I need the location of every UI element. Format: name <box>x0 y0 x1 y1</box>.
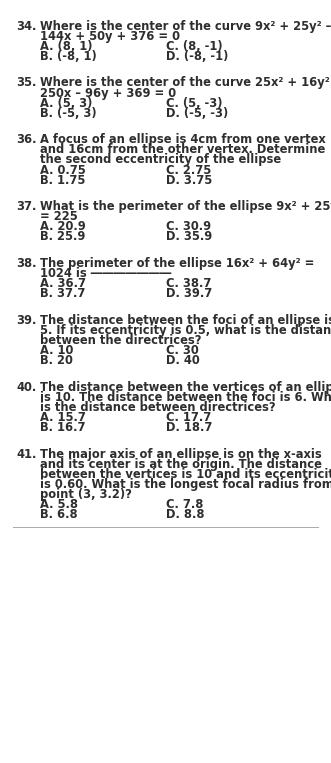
Text: 38.: 38. <box>16 257 37 270</box>
Text: 144x + 50y + 376 = 0: 144x + 50y + 376 = 0 <box>40 30 180 43</box>
Text: 40.: 40. <box>16 381 36 394</box>
Text: is 0.60. What is the longest focal radius from: is 0.60. What is the longest focal radiu… <box>40 478 331 491</box>
Text: The distance between the vertices of an ellipse: The distance between the vertices of an … <box>40 381 331 394</box>
Text: and 16cm from the other vertex. Determine: and 16cm from the other vertex. Determin… <box>40 143 325 156</box>
Text: 250x – 96y + 369 = 0: 250x – 96y + 369 = 0 <box>40 86 176 99</box>
Text: is 10. The distance between the foci is 6. What: is 10. The distance between the foci is … <box>40 391 331 404</box>
Text: and its center is at the origin. The distance: and its center is at the origin. The dis… <box>40 458 322 471</box>
Text: B. 6.8: B. 6.8 <box>40 508 77 521</box>
Text: the second eccentricity of the ellipse: the second eccentricity of the ellipse <box>40 153 281 166</box>
Text: D. 35.9: D. 35.9 <box>166 230 212 243</box>
Text: 34.: 34. <box>16 20 36 33</box>
Text: A. 0.75: A. 0.75 <box>40 163 86 176</box>
Text: Where is the center of the curve 25x² + 16y² –: Where is the center of the curve 25x² + … <box>40 76 331 89</box>
Text: D. 39.7: D. 39.7 <box>166 288 212 301</box>
Text: The distance between the foci of an ellipse is: The distance between the foci of an elli… <box>40 314 331 327</box>
Text: C. 38.7: C. 38.7 <box>166 277 211 290</box>
Text: A. 10: A. 10 <box>40 344 73 357</box>
Text: Where is the center of the curve 9x² + 25y² –: Where is the center of the curve 9x² + 2… <box>40 20 331 33</box>
Text: The perimeter of the ellipse 16x² + 64y² =: The perimeter of the ellipse 16x² + 64y²… <box>40 257 314 270</box>
Text: 37.: 37. <box>16 200 36 213</box>
Text: C. 17.7: C. 17.7 <box>166 411 211 424</box>
Text: D. 3.75: D. 3.75 <box>166 174 212 187</box>
Text: B. (-8, 1): B. (-8, 1) <box>40 50 97 63</box>
Text: The major axis of an ellipse is on the x-axis: The major axis of an ellipse is on the x… <box>40 448 322 461</box>
Text: 36.: 36. <box>16 134 37 146</box>
Text: B. 16.7: B. 16.7 <box>40 421 85 434</box>
Text: 41.: 41. <box>16 448 36 461</box>
Text: B. 37.7: B. 37.7 <box>40 288 85 301</box>
Text: D. (-5, -3): D. (-5, -3) <box>166 107 228 120</box>
Text: is the distance between directrices?: is the distance between directrices? <box>40 401 276 414</box>
Text: A. 36.7: A. 36.7 <box>40 277 86 290</box>
Text: D. 40: D. 40 <box>166 354 199 367</box>
Text: A. 15.7: A. 15.7 <box>40 411 86 424</box>
Text: C. 2.75: C. 2.75 <box>166 163 211 176</box>
Text: C. (5, -3): C. (5, -3) <box>166 97 222 110</box>
Text: D. 18.7: D. 18.7 <box>166 421 212 434</box>
Text: B. 25.9: B. 25.9 <box>40 230 85 243</box>
Text: = 225: = 225 <box>40 211 78 224</box>
Text: 39.: 39. <box>16 314 36 327</box>
Text: A. 20.9: A. 20.9 <box>40 221 86 233</box>
Text: between the vertices is 10 and its eccentricity: between the vertices is 10 and its eccen… <box>40 468 331 481</box>
Text: C. (8, -1): C. (8, -1) <box>166 40 222 53</box>
Text: 5. If its eccentricity is 0.5, what is the distance: 5. If its eccentricity is 0.5, what is t… <box>40 324 331 337</box>
Text: C. 30.9: C. 30.9 <box>166 221 211 233</box>
Text: 1024 is ―――――――: 1024 is ――――――― <box>40 267 171 280</box>
Text: A. 5.8: A. 5.8 <box>40 498 78 511</box>
Text: D. (-8, -1): D. (-8, -1) <box>166 50 228 63</box>
Text: What is the perimeter of the ellipse 9x² + 25y²: What is the perimeter of the ellipse 9x²… <box>40 200 331 213</box>
Text: B. 20: B. 20 <box>40 354 73 367</box>
Text: 35.: 35. <box>16 76 36 89</box>
Text: D. 8.8: D. 8.8 <box>166 508 204 521</box>
Text: C. 30: C. 30 <box>166 344 198 357</box>
Text: C. 7.8: C. 7.8 <box>166 498 203 511</box>
Text: A. (5, 3): A. (5, 3) <box>40 97 92 110</box>
Text: B. (-5, 3): B. (-5, 3) <box>40 107 97 120</box>
Text: A. (8, 1): A. (8, 1) <box>40 40 92 53</box>
Text: point (3, 3.2)?: point (3, 3.2)? <box>40 488 132 501</box>
Text: B. 1.75: B. 1.75 <box>40 174 85 187</box>
Text: between the directrices?: between the directrices? <box>40 334 202 347</box>
Text: A focus of an ellipse is 4cm from one vertex: A focus of an ellipse is 4cm from one ve… <box>40 134 326 146</box>
